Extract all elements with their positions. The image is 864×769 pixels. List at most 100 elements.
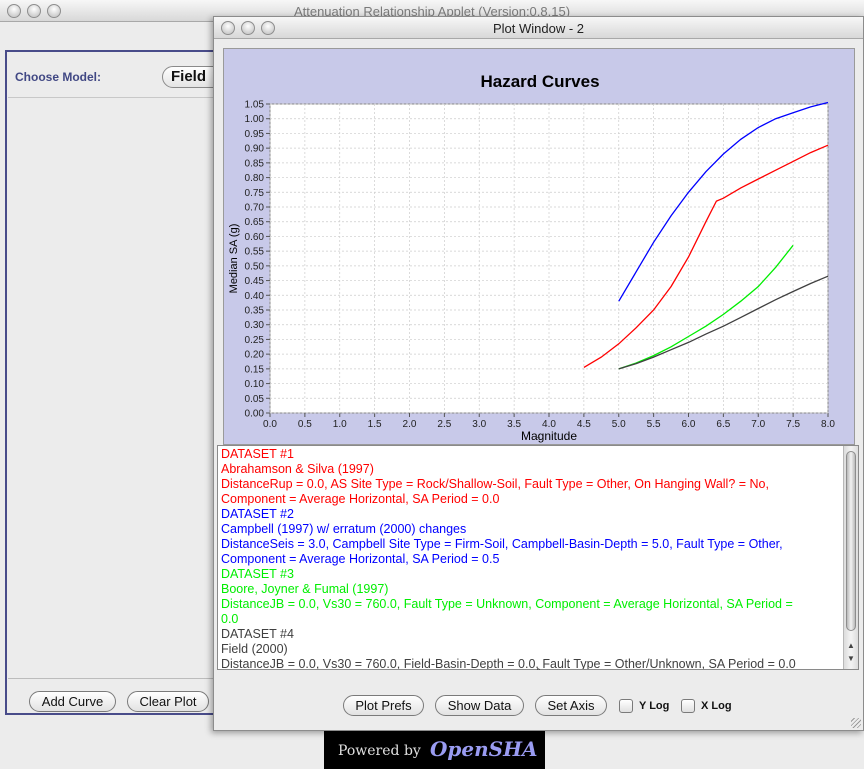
resize-grip-icon[interactable] (851, 718, 861, 728)
close-window-button[interactable] (221, 21, 235, 35)
dataset-info-line: Boore, Joyner & Fumal (1997) (221, 582, 389, 596)
x-tick-label: 6.5 (716, 419, 730, 430)
dataset-info-line: DATASET #4 (221, 627, 294, 641)
dataset-info-line: DistanceRup = 0.0, AS Site Type = Rock/S… (221, 477, 769, 491)
minimize-window-button[interactable] (241, 21, 255, 35)
dataset-info-line: DATASET #1 (221, 447, 294, 461)
series-line-4 (618, 275, 829, 370)
add-curve-button[interactable]: Add Curve (29, 691, 116, 712)
scroll-thumb[interactable] (846, 451, 856, 631)
y-tick-label: 0.80 (245, 173, 265, 184)
x-tick-label: 4.0 (542, 419, 556, 430)
choose-model-row: Choose Model: Field (8, 60, 222, 98)
scroll-up-arrow-icon[interactable]: ▲ (847, 641, 855, 650)
dataset-info-lines: DATASET #1 Abrahamson & Silva (1997) Dista… (221, 447, 839, 670)
dataset-info-line: DistanceJB = 0.0, Vs30 = 760.0, Fault Ty… (221, 597, 793, 611)
x-tick-label: 0.0 (263, 419, 277, 430)
y-tick-label: 0.00 (245, 409, 265, 420)
divider (8, 678, 218, 679)
series-line-3 (618, 244, 794, 370)
model-panel (5, 50, 220, 715)
y-tick-label: 0.45 (245, 276, 265, 287)
y-tick-label: 0.30 (245, 320, 265, 331)
y-tick-label: 1.05 (245, 100, 265, 111)
scroll-down-arrow-icon[interactable]: ▼ (847, 654, 855, 663)
hazard-chart-panel[interactable]: Hazard Curves 0.0 0.5 1.0 1.5 2.0 2.5 3.0 3.5 4.0… (223, 48, 855, 445)
x-tick-label: 8.0 (821, 419, 835, 430)
show-data-button[interactable]: Show Data (435, 695, 524, 716)
x-tick-label: 1.5 (368, 419, 382, 430)
x-tick-label: 6.0 (682, 419, 696, 430)
x-tick-label: 7.0 (751, 419, 765, 430)
y-tick-label: 0.15 (245, 364, 265, 375)
y-axis-label: Median SA (g) (228, 224, 240, 294)
split-divider[interactable]: ˆ (536, 436, 541, 447)
dataset-info-line: Component = Average Horizontal, SA Perio… (221, 492, 500, 506)
x-tick-label: 5.0 (612, 419, 626, 430)
split-divider-bottom[interactable]: ˆ (536, 668, 541, 679)
dataset-info-line: DATASET #3 (221, 567, 294, 581)
series-line-2 (583, 144, 829, 368)
y-tick-label: 0.20 (245, 350, 265, 361)
zoom-window-button[interactable] (47, 4, 61, 18)
ylog-label: Y Log (639, 700, 670, 712)
x-tick-label: 2.0 (403, 419, 417, 430)
choose-model-label: Choose Model: (15, 70, 101, 84)
y-tick-label: 0.85 (245, 158, 265, 169)
y-tick-label: 0.10 (245, 379, 265, 390)
dataset-info-textarea[interactable]: DATASET #1 Abrahamson & Silva (1997) Dista… (217, 445, 859, 670)
opensha-logo: OpenSHA (430, 737, 538, 761)
clear-plot-button[interactable]: Clear Plot (127, 691, 209, 712)
y-tick-label: 0.95 (245, 129, 265, 140)
y-tick-label: 0.05 (245, 394, 265, 405)
y-tick-label: 0.55 (245, 247, 265, 258)
x-tick-label: 2.5 (437, 419, 451, 430)
dataset-info-line: Field (2000) (221, 642, 288, 656)
y-tick-label: 0.65 (245, 217, 265, 228)
x-tick-label: 3.5 (507, 419, 521, 430)
plot-window-title: Plot Window - 2 (492, 21, 585, 36)
xlog-checkbox[interactable] (681, 699, 695, 713)
dataset-info-line: 0.0 (221, 612, 239, 626)
y-tick-label: 0.35 (245, 306, 265, 317)
y-tick-label: 0.25 (245, 335, 265, 346)
dataset-info-line: Abrahamson & Silva (1997) (221, 462, 374, 476)
y-tick-label: 0.50 (245, 261, 265, 272)
x-tick-label: 7.5 (786, 419, 800, 430)
main-window-title: Attenuation Relationship Applet (Version… (293, 4, 571, 19)
ylog-checkbox[interactable] (619, 699, 633, 713)
y-tick-label: 1.00 (245, 114, 265, 125)
y-tick-label: 0.75 (245, 188, 265, 199)
x-tick-label: 5.5 (647, 419, 661, 430)
hazard-chart: Hazard Curves 0.0 0.5 1.0 1.5 2.0 2.5 3.0 3.5 4.0… (228, 72, 835, 443)
dataset-info-line: DATASET #2 (221, 507, 294, 521)
y-tick-label: 0.70 (245, 203, 265, 214)
plot-window: Plot Window - 2 Hazard Curves 0.0 0.5 1.0 1.… (213, 16, 864, 731)
dataset-info-line: Campbell (1997) w/ erratum (2000) change… (221, 522, 467, 536)
model-select[interactable]: Field (162, 66, 222, 88)
plot-prefs-button[interactable]: Plot Prefs (343, 695, 424, 716)
y-tick-label: 0.40 (245, 291, 265, 302)
set-axis-button[interactable]: Set Axis (535, 695, 607, 716)
x-tick-label: 0.5 (298, 419, 312, 430)
x-tick-label: 1.0 (333, 419, 347, 430)
zoom-window-button[interactable] (261, 21, 275, 35)
powered-by-text: Powered by (338, 743, 421, 759)
plot-window-titlebar: Plot Window - 2 (214, 17, 863, 39)
xlog-label: X Log (701, 700, 732, 712)
minimize-window-button[interactable] (27, 4, 41, 18)
chart-title: Hazard Curves (480, 72, 599, 91)
y-tick-label: 0.90 (245, 144, 265, 155)
x-tick-label: 3.0 (472, 419, 486, 430)
dataset-info-line: DistanceJB = 0.0, Vs30 = 760.0, Field-Ba… (221, 657, 796, 670)
dataset-info-line: DistanceSeis = 3.0, Campbell Site Type =… (221, 537, 783, 551)
x-axis-label: Magnitude (521, 429, 577, 443)
dataset-info-line: Component = Average Horizontal, SA Perio… (221, 552, 500, 566)
y-tick-label: 0.60 (245, 232, 265, 243)
vertical-scrollbar[interactable]: ▲ ▼ (843, 446, 858, 669)
close-window-button[interactable] (7, 4, 21, 18)
series-line-1 (618, 101, 829, 302)
opensha-banner[interactable]: Powered by OpenSHA (324, 731, 545, 769)
x-tick-label: 4.5 (577, 419, 591, 430)
plot-area (269, 103, 829, 414)
